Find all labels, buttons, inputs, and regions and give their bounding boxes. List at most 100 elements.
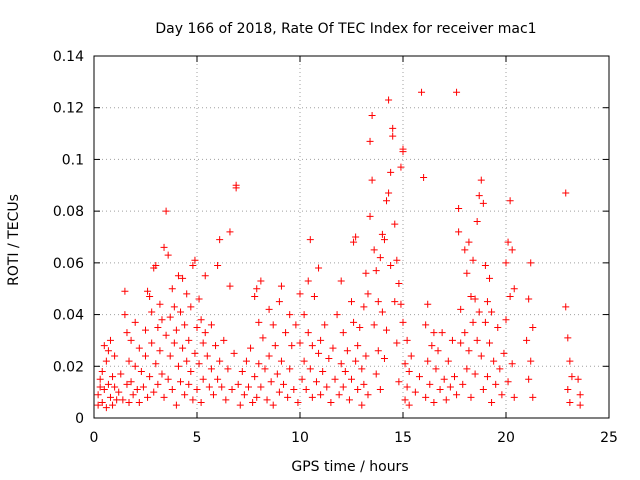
data-point	[354, 342, 362, 350]
data-point	[197, 316, 205, 324]
data-point	[385, 96, 393, 104]
data-point	[232, 184, 240, 192]
data-point	[106, 336, 114, 344]
data-point	[257, 383, 265, 391]
x-tick-labels: 0 5 10 15 20 25	[90, 430, 618, 446]
data-point	[477, 176, 485, 184]
data-point	[523, 336, 531, 344]
data-point	[315, 349, 323, 357]
data-point	[245, 383, 252, 391]
x-tick-label: 5	[193, 430, 202, 446]
data-point	[125, 398, 133, 406]
y-tick-label: 0.02	[53, 359, 84, 375]
data-point	[117, 370, 125, 378]
data-point	[308, 342, 316, 350]
data-point	[277, 357, 285, 365]
data-point	[360, 380, 368, 388]
data-point	[294, 398, 302, 406]
data-point	[465, 238, 473, 246]
data-point	[354, 386, 362, 394]
y-axis-label: ROTI / TECUs	[6, 194, 22, 286]
data-point	[135, 344, 143, 352]
data-point	[148, 339, 156, 347]
data-point	[327, 398, 335, 406]
data-point	[177, 378, 185, 386]
data-point	[247, 344, 255, 352]
data-point	[481, 261, 489, 269]
data-point	[362, 269, 370, 277]
data-point	[181, 391, 189, 399]
data-point	[455, 205, 463, 213]
data-point	[177, 308, 185, 316]
data-point	[380, 355, 388, 363]
data-point	[286, 311, 294, 319]
data-point	[96, 383, 104, 391]
data-point	[142, 352, 149, 360]
data-point	[286, 365, 294, 373]
data-point	[393, 256, 401, 264]
data-point	[216, 357, 224, 365]
data-point	[127, 336, 135, 344]
data-point	[568, 373, 576, 381]
data-point	[158, 316, 166, 324]
data-point	[506, 292, 514, 300]
data-point	[508, 246, 516, 254]
data-point	[446, 383, 454, 391]
data-point	[298, 375, 306, 383]
data-point	[372, 370, 380, 378]
data-point	[399, 145, 407, 153]
data-point	[199, 375, 207, 383]
data-point	[170, 303, 178, 311]
data-point	[296, 290, 304, 298]
data-point	[475, 192, 483, 200]
data-point	[216, 236, 224, 244]
data-point	[201, 329, 209, 337]
data-point	[457, 339, 465, 347]
data-point	[137, 367, 145, 375]
data-point	[376, 386, 384, 394]
data-point	[312, 378, 320, 386]
data-point	[422, 393, 430, 401]
data-point	[129, 391, 137, 399]
data-point	[174, 362, 182, 370]
data-point	[183, 357, 191, 365]
data-point	[345, 396, 353, 404]
data-point	[453, 391, 461, 399]
data-point	[288, 342, 296, 350]
data-point	[259, 334, 267, 342]
data-point	[389, 132, 397, 140]
data-point	[376, 254, 384, 262]
x-axis-label: GPS time / hours	[291, 459, 408, 475]
data-point	[463, 269, 471, 277]
data-point	[123, 329, 131, 337]
data-point	[343, 347, 351, 355]
data-point	[284, 393, 292, 401]
data-point	[372, 267, 380, 275]
data-point	[325, 355, 333, 363]
data-point	[527, 259, 535, 267]
data-point	[226, 282, 234, 290]
data-point	[162, 207, 170, 215]
data-point	[214, 261, 222, 269]
data-point	[146, 292, 154, 300]
data-point	[152, 360, 160, 368]
data-point	[290, 386, 298, 394]
data-point	[310, 292, 318, 300]
data-point	[277, 282, 285, 290]
data-point	[486, 339, 494, 347]
data-point	[366, 212, 374, 220]
data-point	[242, 357, 250, 365]
data-point	[191, 256, 199, 264]
x-tick-label: 20	[497, 430, 515, 446]
data-point	[133, 386, 141, 394]
data-point	[405, 401, 413, 409]
data-point	[189, 396, 197, 404]
data-point	[380, 236, 388, 244]
data-point	[486, 274, 494, 282]
data-point	[566, 357, 574, 365]
y-tick-label: 0.14	[53, 49, 84, 65]
data-point	[273, 370, 281, 378]
data-point	[564, 386, 572, 394]
data-point	[280, 380, 288, 388]
y-tick-label: 0.04	[53, 308, 84, 324]
